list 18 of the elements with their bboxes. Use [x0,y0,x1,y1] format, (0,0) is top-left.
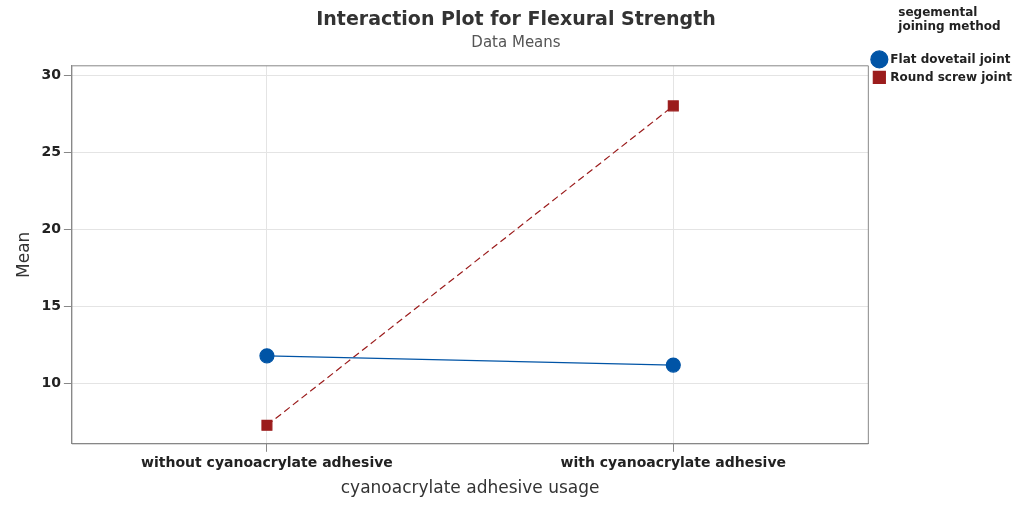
chart-title: Interaction Plot for Flexural Strength [316,7,716,30]
x-tick-label: without cyanoacrylate adhesive [141,453,393,470]
x-axis-title: cyanoacrylate adhesive usage [340,477,600,498]
y-tick-label: 30 [41,65,62,82]
y-axis-title: Mean [12,231,33,278]
point [667,100,679,112]
point [259,348,275,364]
y-tick-label: 10 [41,374,62,391]
y-tick-label: 20 [41,219,62,236]
legend-label: Flat dovetail joint [890,51,1011,66]
point [665,357,681,373]
chart-subtitle: Data Means [471,32,561,51]
x-tick-label: with cyanoacrylate adhesive [560,453,787,470]
point [261,419,273,431]
legend-label: Round screw joint [890,69,1013,84]
y-tick-label: 15 [41,297,61,314]
legend-title: segemental joining method [897,5,1001,34]
y-tick-label: 25 [41,142,61,159]
